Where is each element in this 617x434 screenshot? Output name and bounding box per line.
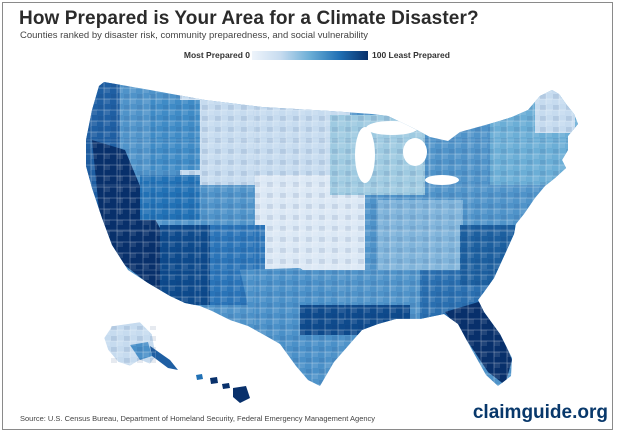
source-note: Source: U.S. Census Bureau, Department o… <box>20 414 376 423</box>
page-subtitle: Counties ranked by disaster risk, commun… <box>20 30 368 41</box>
state-borders <box>86 82 575 325</box>
legend-gradient-bar <box>252 51 368 60</box>
hawaii <box>196 374 250 403</box>
legend-max-label: 100 Least Prepared <box>372 50 450 60</box>
alaska <box>103 321 178 370</box>
color-legend: Most Prepared 0 100 Least Prepared <box>0 49 617 63</box>
brand-logo: claimguide.org <box>472 402 608 423</box>
lake-superior <box>366 121 418 135</box>
lake-erie <box>425 175 459 185</box>
lake-huron <box>403 138 427 166</box>
lake-michigan <box>355 127 375 183</box>
page-title: How Prepared is Your Area for a Climate … <box>19 8 479 29</box>
legend-min-label: Most Prepared 0 <box>183 50 250 60</box>
